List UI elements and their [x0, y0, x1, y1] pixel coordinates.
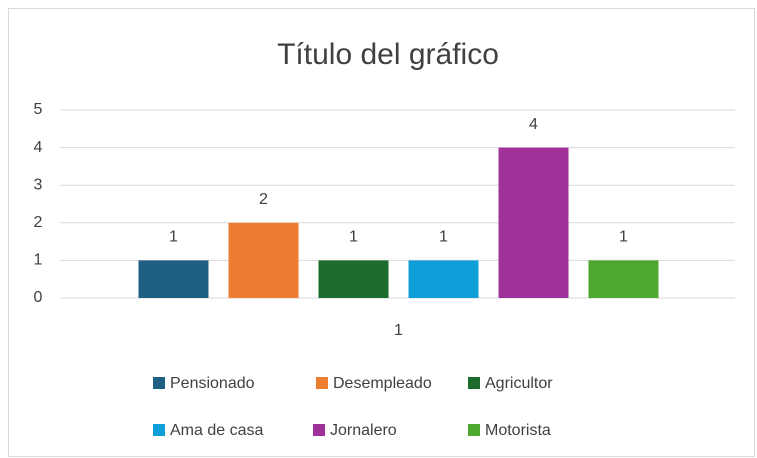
- bar: [318, 260, 389, 298]
- legend-label: Desempleado: [333, 375, 432, 392]
- y-tick-label: 5: [34, 101, 43, 118]
- x-tick-label: 1: [394, 322, 403, 339]
- bar: [588, 260, 659, 298]
- data-label: 4: [529, 116, 538, 133]
- data-label: 2: [259, 191, 268, 208]
- legend-label: Motorista: [485, 422, 551, 439]
- legend-label: Ama de casa: [170, 422, 263, 439]
- legend-label: Agricultor: [485, 375, 553, 392]
- bar: [408, 260, 479, 298]
- bar: [228, 222, 299, 298]
- legend-swatch: [313, 424, 325, 436]
- legend-swatch: [316, 377, 328, 389]
- legend-swatch: [468, 377, 480, 389]
- legend-swatch: [153, 377, 165, 389]
- legend-swatch: [153, 424, 165, 436]
- bar: [498, 147, 569, 298]
- data-label: 1: [349, 229, 358, 246]
- legend-swatch: [468, 424, 480, 436]
- data-label: 1: [169, 229, 178, 246]
- y-tick-label: 4: [34, 139, 43, 156]
- bar: [138, 260, 209, 298]
- data-label: 1: [619, 229, 628, 246]
- y-tick-label: 3: [34, 176, 43, 193]
- chart-title: Título del gráfico: [277, 38, 499, 71]
- legend-label: Jornalero: [330, 422, 397, 439]
- legend-label: Pensionado: [170, 375, 255, 392]
- y-tick-label: 2: [34, 214, 43, 231]
- y-tick-label: 0: [34, 289, 43, 306]
- chart-border: [8, 8, 755, 457]
- data-label: 1: [439, 229, 448, 246]
- y-tick-label: 1: [34, 252, 43, 269]
